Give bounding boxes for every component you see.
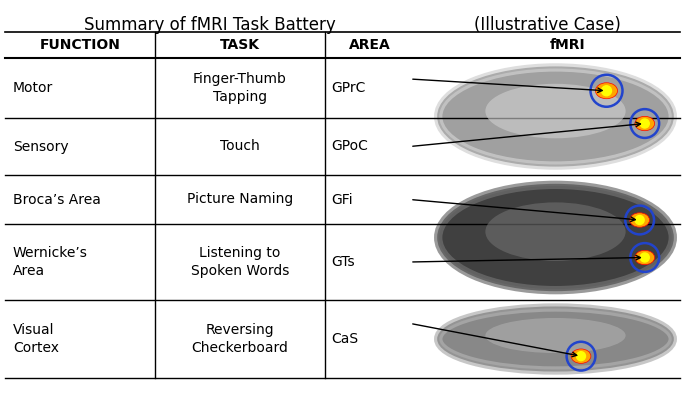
Text: Finger-Thumb
Tapping: Finger-Thumb Tapping [193,72,287,104]
Text: Summary of fMRI Task Battery: Summary of fMRI Task Battery [84,16,336,34]
Ellipse shape [486,202,625,261]
Text: GFi: GFi [331,192,353,206]
Ellipse shape [486,84,625,138]
Text: Reversing
Checkerboard: Reversing Checkerboard [192,323,288,355]
Ellipse shape [595,83,617,99]
Text: TASK: TASK [220,38,260,52]
Text: AREA: AREA [349,38,391,52]
Ellipse shape [630,213,649,227]
Ellipse shape [635,250,655,265]
Circle shape [640,253,649,262]
Text: GTs: GTs [331,255,355,269]
Circle shape [601,86,612,96]
Text: Broca’s Area: Broca’s Area [13,192,101,206]
Text: (Illustrative Case): (Illustrative Case) [474,16,621,34]
Text: FUNCTION: FUNCTION [40,38,121,52]
Circle shape [577,351,586,361]
Ellipse shape [635,116,655,131]
Ellipse shape [438,308,673,370]
Ellipse shape [571,349,591,363]
Text: CaS: CaS [331,332,358,346]
Circle shape [640,119,649,128]
Text: Picture Naming: Picture Naming [187,192,293,206]
Text: GPoC: GPoC [331,140,368,154]
Ellipse shape [438,185,673,290]
Circle shape [635,216,644,225]
Text: Sensory: Sensory [13,140,68,154]
Ellipse shape [438,67,673,166]
Ellipse shape [486,318,625,353]
Text: Touch: Touch [220,140,260,154]
Text: fMRI: fMRI [549,38,585,52]
Text: Wernicke’s
Area: Wernicke’s Area [13,246,88,278]
Text: Visual
Cortex: Visual Cortex [13,323,59,355]
Text: Motor: Motor [13,81,53,95]
Text: GPrC: GPrC [331,81,365,95]
Text: Listening to
Spoken Words: Listening to Spoken Words [191,246,289,278]
